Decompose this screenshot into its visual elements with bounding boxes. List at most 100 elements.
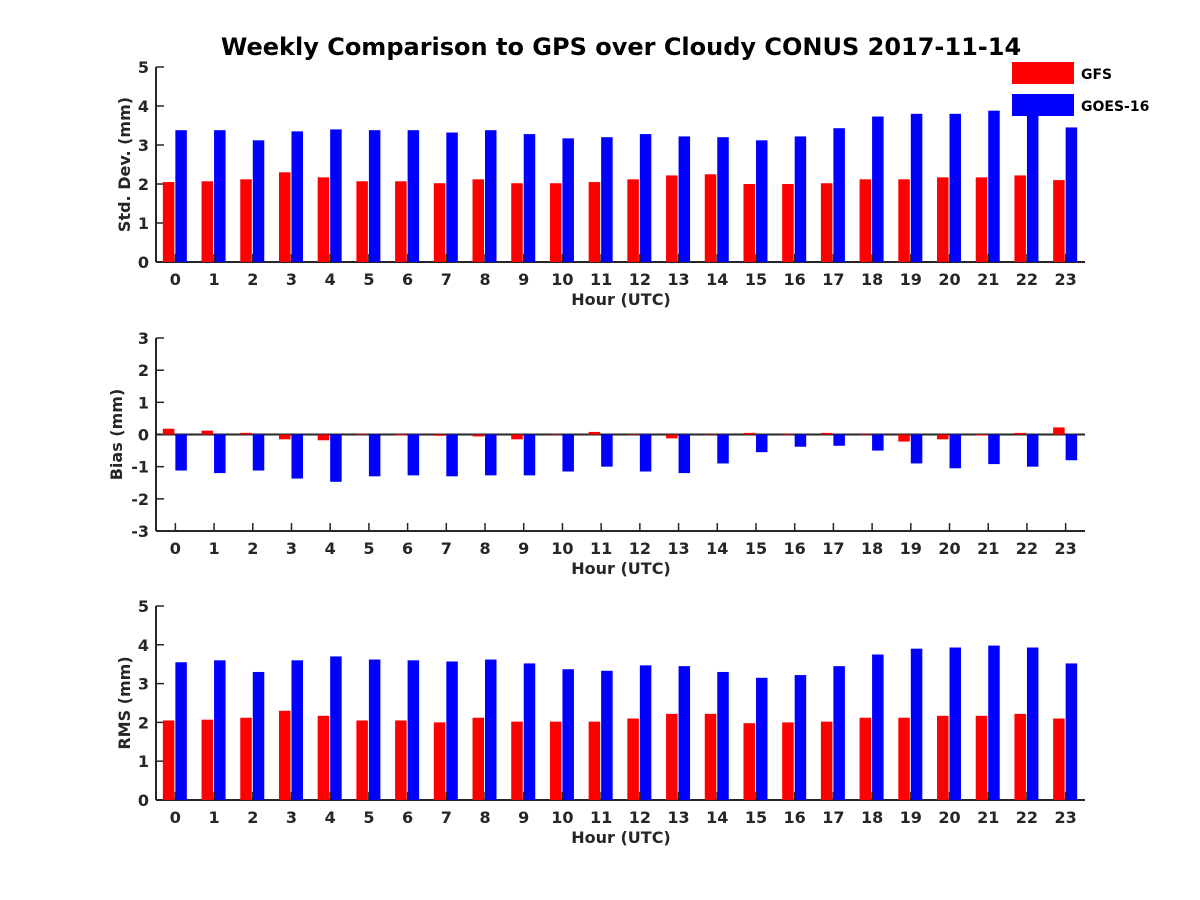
std-dev-bar-goes16 (562, 138, 574, 262)
bias-bar-goes16 (601, 434, 613, 467)
std-dev-bar-gfs (356, 181, 368, 262)
bias-bar-goes16 (717, 434, 729, 464)
rms-ytick-label: 4 (138, 636, 149, 655)
std-dev-bar-goes16 (988, 110, 1000, 263)
std-dev-bar-gfs (549, 183, 562, 262)
bias-ytick-label: 0 (138, 426, 149, 445)
bias-bar-gfs (162, 428, 175, 435)
std-dev-xtick-label: 17 (822, 270, 844, 289)
rms-xtick-label: 17 (822, 808, 844, 827)
std-dev-bar-goes16 (755, 140, 768, 262)
bias-xtick-label: 0 (170, 539, 181, 558)
bias-bar-goes16 (755, 434, 768, 453)
bias-bar-goes16 (1065, 434, 1078, 461)
rms-bar-gfs (201, 719, 214, 800)
std-dev-bar-gfs (240, 179, 252, 262)
rms-bar-goes16 (1026, 647, 1039, 800)
rms-xtick-label: 19 (900, 808, 922, 827)
bias-bar-gfs (782, 433, 794, 435)
bias-xtick-label: 3 (286, 539, 297, 558)
std-dev-xtick-label: 0 (170, 270, 181, 289)
std-dev-bar-goes16 (446, 132, 458, 262)
chart-title: Weekly Comparison to GPS over Cloudy CON… (221, 33, 1021, 61)
std-dev-ytick-label: 2 (138, 175, 149, 194)
std-dev-ytick-label: 0 (138, 253, 149, 272)
rms-bar-gfs (1053, 718, 1065, 800)
bias-bar-goes16 (562, 434, 574, 472)
std-dev-xtick-label: 4 (325, 270, 336, 289)
std-dev-bar-goes16 (330, 129, 342, 262)
rms-bar-goes16 (717, 671, 729, 800)
rms-ytick-label: 0 (138, 791, 149, 810)
std-dev-bar-goes16 (485, 130, 497, 262)
std-dev-bar-goes16 (407, 130, 420, 262)
std-dev-ytick-label: 3 (138, 136, 149, 155)
bias-bar-gfs (472, 434, 485, 437)
bias-bar-goes16 (523, 434, 536, 476)
rms-xtick-label: 4 (325, 808, 336, 827)
bias-bar-gfs (1053, 427, 1065, 435)
bias-bar-goes16 (252, 434, 265, 471)
rms-bar-goes16 (485, 659, 497, 800)
bias-xtick-label: 17 (822, 539, 844, 558)
rms-bar-goes16 (872, 654, 884, 800)
rms-y-axis-label: RMS (mm) (115, 656, 134, 749)
bias-bar-goes16 (872, 434, 884, 451)
bias-ytick-label: 2 (138, 361, 149, 380)
bias-bar-gfs (588, 431, 601, 435)
bias-bar-goes16 (988, 434, 1000, 465)
std-dev-bar-goes16 (639, 134, 652, 262)
rms-bar-gfs (898, 717, 910, 800)
rms-xtick-label: 16 (784, 808, 806, 827)
rms-x-axis-label: Hour (UTC) (571, 828, 671, 847)
bias-xtick-label: 11 (590, 539, 612, 558)
std-dev-bar-goes16 (368, 130, 381, 262)
rms-bar-goes16 (523, 663, 536, 800)
rms-bar-goes16 (562, 669, 574, 800)
std-dev-bar-gfs (898, 179, 910, 262)
bias-bar-gfs (859, 434, 872, 435)
rms-bar-goes16 (330, 656, 342, 800)
rms-xtick-label: 8 (479, 808, 490, 827)
bias-bar-gfs (395, 434, 407, 436)
rms-xtick-label: 22 (1016, 808, 1038, 827)
rms-xtick-label: 21 (977, 808, 999, 827)
bias-xtick-label: 2 (247, 539, 258, 558)
std-dev-bar-goes16 (601, 137, 613, 262)
bias-xtick-label: 15 (745, 539, 767, 558)
rms-bar-goes16 (949, 647, 962, 800)
std-dev-bar-goes16 (523, 134, 536, 262)
rms-xtick-label: 3 (286, 808, 297, 827)
bias-xtick-label: 6 (402, 539, 413, 558)
rms-xtick-label: 14 (706, 808, 728, 827)
rms-bar-gfs (162, 720, 175, 800)
bias-bar-gfs (549, 434, 562, 435)
bias-bar-gfs (666, 434, 678, 439)
bias-xtick-label: 8 (479, 539, 490, 558)
bias-bar-gfs (820, 432, 833, 435)
rms-xtick-label: 10 (551, 808, 573, 827)
std-dev-bar-goes16 (214, 130, 226, 262)
std-dev-bar-goes16 (872, 116, 884, 262)
bias-bar-gfs (704, 434, 717, 435)
bias-bar-goes16 (407, 434, 420, 476)
rms-bar-goes16 (368, 659, 381, 800)
rms-xtick-label: 12 (629, 808, 651, 827)
rms-xtick-label: 15 (745, 808, 767, 827)
rms-bar-goes16 (1065, 663, 1078, 800)
std-dev-bar-gfs (666, 175, 678, 262)
rms-bar-gfs (666, 713, 678, 800)
std-dev-bar-gfs (433, 183, 446, 262)
std-dev-bar-gfs (588, 182, 601, 262)
rms-xtick-label: 23 (1055, 808, 1077, 827)
bias-bar-goes16 (678, 434, 691, 474)
std-dev-bar-gfs (975, 177, 988, 262)
std-dev-bar-gfs (317, 177, 330, 262)
bias-bar-gfs (898, 434, 910, 442)
bias-bar-goes16 (639, 434, 652, 472)
rms-bar-goes16 (910, 648, 923, 800)
rms-ytick-label: 1 (138, 752, 149, 771)
legend-swatch-gfs (1012, 62, 1074, 84)
rms-bar-gfs (317, 715, 330, 800)
